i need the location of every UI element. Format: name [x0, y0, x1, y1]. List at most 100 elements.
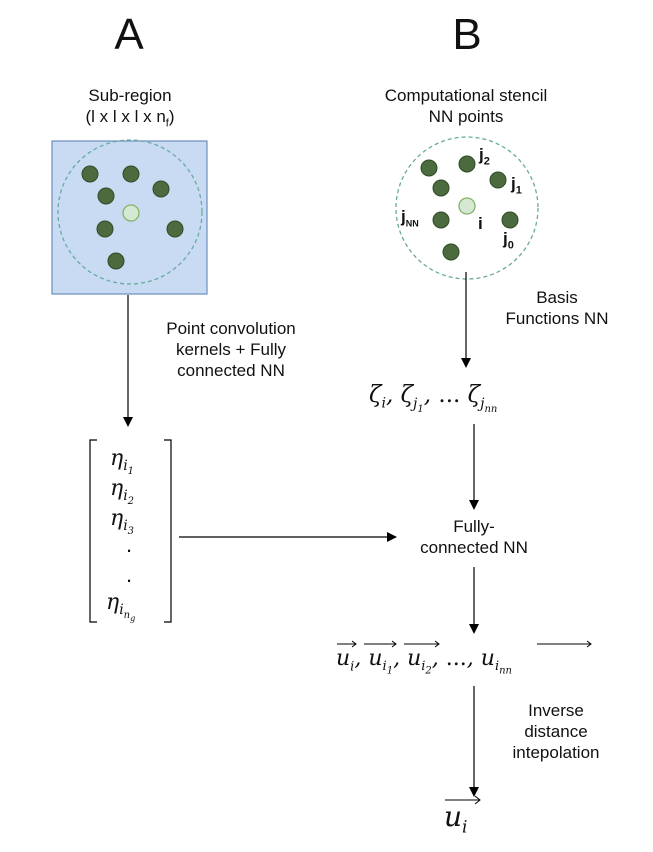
vector-entry-subsub: 1 — [127, 466, 135, 478]
panel-a-title-suffix: ) — [168, 107, 175, 126]
label-i: i — [478, 214, 483, 233]
label-j1-base: j — [511, 174, 516, 193]
fully-connected-line: connected NN — [420, 538, 528, 557]
u-base: u — [407, 646, 422, 671]
panel-a-title-line2: (l x l x l x nf) — [40, 106, 220, 134]
inverse-distance-line: intepolation — [512, 743, 600, 762]
label-j0: j0 — [503, 229, 514, 251]
vector-entry: ηing — [106, 590, 135, 623]
vector-left-bracket — [89, 439, 97, 623]
zeta-sub: j — [480, 395, 485, 412]
panel-a-title-sub: f — [165, 117, 169, 130]
u-vector-arrow — [364, 640, 397, 648]
u-vector-arrows — [337, 640, 592, 805]
vector-right-bracket — [164, 439, 172, 623]
u-sub: i — [494, 659, 500, 675]
zeta-sub: i — [381, 395, 386, 412]
panel-b-letter: B — [452, 10, 482, 59]
vector-entry-base: η — [110, 446, 124, 471]
vector-entry: ηi2 — [110, 476, 134, 507]
vector-dot: . — [126, 562, 133, 587]
stencil-dashed-circle — [395, 136, 539, 280]
subregion-point — [97, 187, 115, 205]
subregion-point — [166, 220, 184, 238]
zeta-dots: ... — [438, 382, 461, 408]
label-j1-sub: 1 — [515, 184, 522, 197]
panel-b-title-line1: Computational stencil — [384, 86, 548, 105]
subregion-point — [152, 180, 170, 198]
fully-connected-line: Fully- — [453, 517, 495, 536]
vector-entry-base: η — [106, 590, 120, 615]
u-vector-arrow — [337, 640, 357, 648]
u-subsub: nn — [499, 665, 512, 677]
point-convolution-line: kernels + Fully — [175, 340, 287, 359]
label-j2-base: j — [479, 145, 484, 164]
basis-functions-line: Basis — [536, 288, 578, 307]
panel-b-title-line2: NN points — [428, 107, 504, 126]
stencil-point — [458, 155, 476, 173]
u-final-vector-arrow — [445, 795, 481, 805]
zeta-base: ζ — [400, 382, 414, 408]
subregion-point — [96, 220, 114, 238]
vector-entry-subsubsub: g — [130, 614, 136, 624]
u-vector-arrow — [404, 640, 440, 648]
zeta-base: ζ — [467, 382, 481, 408]
zeta-base: ζ — [369, 382, 382, 408]
panel-a-letter: A — [114, 10, 144, 59]
vector-entry-subsub: 2 — [127, 496, 135, 508]
basis-functions-label: Basis Functions NN — [492, 287, 622, 329]
label-jnn-base: j — [401, 207, 406, 226]
u-vector-arrow — [537, 640, 592, 648]
panel-b-title: Computational stencil NN points — [346, 85, 586, 127]
vector-entry-sub: i — [123, 518, 128, 535]
vector-entry-sub: i — [119, 602, 124, 619]
label-j2-sub: 2 — [483, 155, 490, 168]
label-j2: j2 — [479, 145, 490, 167]
u-subsub: 2 — [425, 665, 432, 677]
u-base: u — [480, 646, 495, 671]
u-sub: i — [350, 659, 355, 675]
subregion-point — [122, 165, 140, 183]
panel-a-title: Sub-region (l x l x l x nf) — [40, 85, 220, 134]
stencil-points — [420, 155, 519, 261]
subregion-point — [107, 252, 125, 270]
subregion-dashed-circle — [57, 139, 203, 285]
basis-functions-line: Functions NN — [505, 309, 609, 328]
inverse-distance-line: Inverse — [528, 701, 584, 720]
stencil-point — [442, 243, 460, 261]
subregion-point — [81, 165, 99, 183]
u-subsub: 1 — [386, 665, 394, 677]
u-expression: ui, ui1, ui2, ..., uinn — [336, 646, 512, 677]
u-base: u — [336, 646, 351, 671]
vector-entry-subsub: n — [123, 610, 131, 622]
label-jnn: jNN — [401, 207, 419, 228]
zeta-subsub: nn — [484, 403, 498, 415]
point-convolution-line: connected NN — [177, 361, 285, 380]
u-sub: i — [421, 659, 426, 675]
label-jnn-sub: NN — [405, 218, 419, 229]
zeta-subsub: 1 — [417, 403, 424, 415]
stencil-point — [432, 211, 450, 229]
stencil-point — [432, 179, 450, 197]
label-j0-sub: 0 — [507, 239, 514, 252]
vector-dot: . — [126, 532, 133, 557]
vector-entry-base: η — [110, 506, 124, 531]
panel-a-title-line1: Sub-region — [88, 86, 172, 105]
label-j0-base: j — [503, 229, 508, 248]
point-convolution-label: Point convolution kernels + Fully connec… — [136, 318, 326, 381]
vector-entry-subsub: 3 — [127, 526, 135, 538]
u-base: u — [368, 646, 383, 671]
u-sub: i — [382, 659, 387, 675]
vector-entry-sub: i — [123, 458, 128, 475]
u-final: ui — [444, 800, 467, 838]
vector-entry-sub: i — [123, 488, 128, 505]
stencil-point — [501, 211, 519, 229]
subregion-center-point — [122, 204, 140, 222]
vector-entry: ηi3 — [110, 506, 134, 537]
u-final-sub: i — [462, 817, 468, 838]
zeta-expression: ζi, ζj1, ... ζjnn — [369, 382, 498, 415]
fully-connected-label: Fully- connected NN — [404, 516, 544, 558]
vector-entry-base: η — [110, 476, 124, 501]
u-dots: ... — [445, 646, 467, 671]
